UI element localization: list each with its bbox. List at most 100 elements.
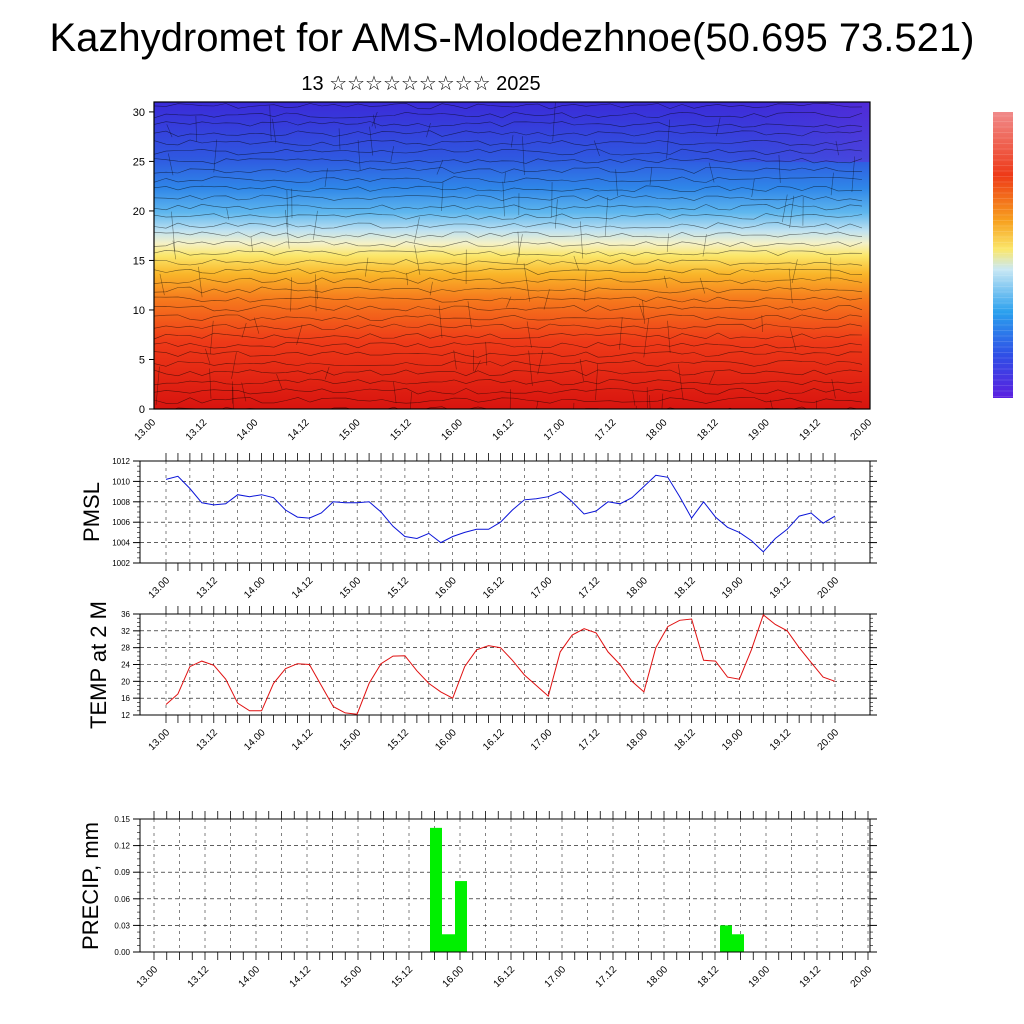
precip-frame	[139, 818, 871, 953]
field-wind-line	[770, 399, 773, 409]
field-wind-line	[537, 350, 544, 375]
field-wind-line	[573, 402, 575, 409]
field-wind-line	[522, 136, 525, 176]
field-ytick-label: 5	[139, 354, 145, 366]
field-wind-line	[474, 360, 481, 373]
field-wind-line	[172, 240, 177, 260]
field-wind-line	[393, 381, 397, 404]
precip-xtick-label: 13.12	[186, 964, 212, 990]
field-wind-line	[286, 190, 289, 228]
precip-bar	[442, 934, 454, 952]
field-wind-line	[316, 284, 318, 300]
field-wind-line	[315, 274, 317, 312]
field-wind-line	[666, 233, 669, 253]
field-contour	[154, 167, 862, 174]
field-wind-line	[369, 126, 374, 156]
temp-ytick-label: 36	[121, 610, 130, 619]
field-wind-line	[171, 211, 176, 252]
precip-panel: 0.00 0.03 0.06 0.09 0.12 0.15 13.00 13.12 14.00…	[78, 811, 877, 990]
field-wind-line	[619, 317, 623, 350]
precip-xtick-label: 16.00	[441, 964, 467, 990]
field-wind-line	[406, 272, 408, 286]
field-wind-line	[285, 209, 290, 249]
field-wind-line	[702, 234, 707, 257]
precip-xtick-label: 19.00	[747, 964, 773, 990]
field-xtick-label: 18.00	[644, 417, 670, 443]
temp-ytick-label: 20	[121, 677, 130, 686]
field-contour	[154, 148, 863, 156]
field-contour	[154, 277, 863, 285]
field-wind-line	[604, 197, 609, 237]
field-contour	[154, 102, 863, 110]
field-wind-line	[250, 236, 253, 252]
field-panel: 0 5 10 15 20 25 30 13.00 13.12 14.00 14.12 15.00 15…	[133, 101, 874, 443]
temp-xtick-label: 14.00	[242, 727, 268, 753]
field-wind-line	[851, 156, 855, 193]
field-wind-line	[528, 350, 533, 386]
field-wind-line	[830, 172, 834, 196]
field-wind-line	[708, 162, 715, 183]
field-wind-line	[209, 368, 212, 399]
pmsl-xtick-label: 19.00	[720, 575, 746, 601]
field-contour	[154, 222, 863, 229]
field-wind-line	[555, 199, 558, 229]
field-wind-line	[232, 386, 234, 409]
field-wind-line	[516, 234, 523, 264]
temp-series-line	[165, 613, 836, 715]
page-subtitle: 13 ☆☆☆☆☆☆☆☆☆ 2025	[301, 73, 541, 95]
field-contour	[154, 185, 862, 193]
precip-xtick-label: 18.12	[696, 964, 722, 990]
precip-ytick-label: 0.00	[114, 948, 130, 957]
temp-xtick-label: 18.12	[672, 727, 698, 753]
pmsl-xtick-label: 17.12	[577, 575, 603, 601]
field-wind-line	[716, 117, 721, 137]
field-wind-line	[241, 322, 247, 338]
pmsl-xtick-label: 15.00	[338, 575, 364, 601]
precip-ytick-label: 0.09	[114, 868, 130, 877]
precip-xtick-label: 15.12	[390, 964, 416, 990]
field-xtick-label: 19.00	[746, 417, 772, 443]
field-wind-line	[436, 159, 444, 175]
field-wind-line	[253, 317, 260, 334]
field-y-axis: 0 5 10 15 20 25 30	[133, 107, 154, 416]
field-wind-line	[414, 217, 420, 243]
field-wind-line	[414, 245, 421, 275]
precip-xtick-label: 14.12	[288, 964, 314, 990]
temp-xtick-label: 15.12	[386, 727, 412, 753]
pmsl-ytick-label: 1008	[112, 498, 130, 507]
field-contour	[154, 203, 863, 211]
pmsl-series-line	[165, 474, 836, 553]
field-wind-line	[168, 153, 174, 176]
pmsl-xtick-label: 15.12	[386, 575, 412, 601]
temp-grid	[140, 613, 870, 716]
temp-xtick-label: 19.00	[720, 727, 746, 753]
field-wind-line	[788, 268, 793, 304]
precip-xtick-label: 17.00	[543, 964, 569, 990]
field-ytick-label: 25	[133, 156, 145, 168]
field-wind-line	[502, 181, 505, 217]
field-wind-line	[791, 259, 798, 284]
field-contour	[154, 378, 863, 386]
pmsl-x-axis: 13.00 13.12 14.00 14.12 15.00 15.12 16.00 16.12…	[147, 453, 841, 601]
colorbar	[993, 112, 1013, 398]
field-wind-line	[815, 400, 818, 409]
field-wind-line	[517, 231, 520, 257]
field-wind-line	[296, 324, 303, 345]
pmsl-ytick-label: 1004	[112, 539, 130, 548]
field-contour	[154, 296, 863, 303]
pmsl-xtick-label: 13.12	[194, 575, 220, 601]
field-contour	[154, 157, 863, 165]
precip-bar	[455, 881, 467, 952]
precip-bar	[430, 827, 442, 952]
field-wind-line	[357, 140, 361, 171]
field-wind-line	[324, 366, 330, 380]
field-wind-line	[453, 350, 457, 370]
colorbar-fill	[993, 112, 1013, 398]
field-wind-line	[485, 341, 488, 366]
field-wind-line	[573, 255, 580, 271]
precip-ytick-label: 0.15	[114, 815, 130, 824]
field-wind-line	[649, 395, 651, 409]
field-ytick-label: 30	[133, 107, 145, 119]
field-wind-line	[365, 257, 369, 277]
